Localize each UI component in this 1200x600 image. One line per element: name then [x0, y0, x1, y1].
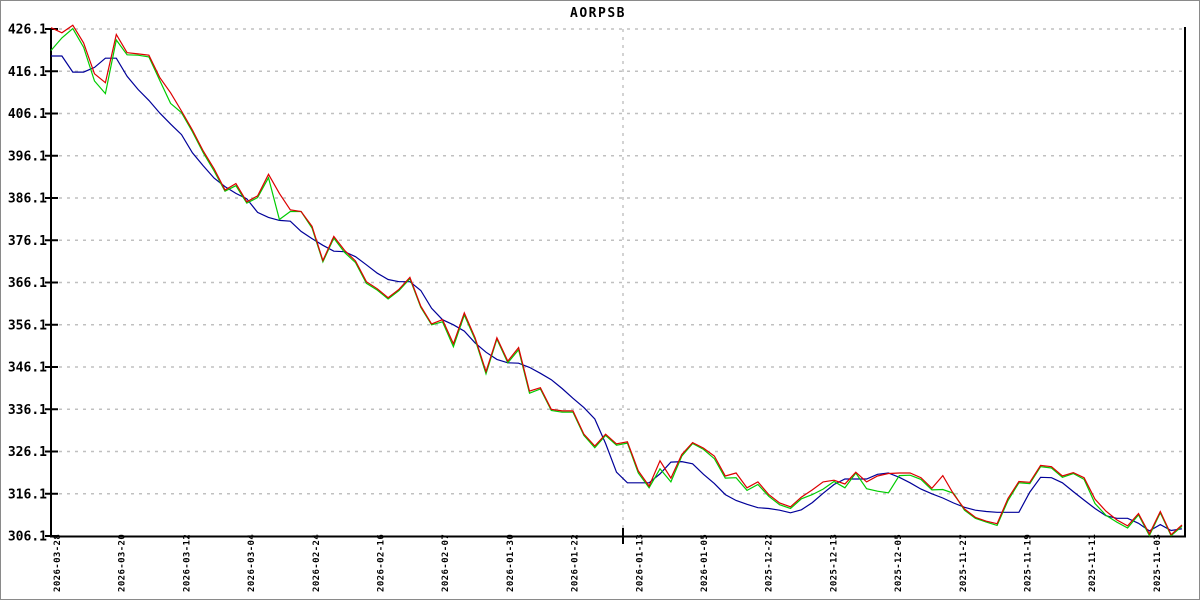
x-axis-label: 2025-11-11: [1088, 534, 1098, 592]
x-axis-label: 2026-01-05: [700, 534, 710, 592]
y-axis-label: 306.1: [8, 530, 47, 545]
y-axis-label: 396.1: [8, 149, 47, 164]
series-blue-line: [51, 55, 1183, 532]
x-axis-label: 2025-11-27: [959, 534, 969, 592]
x-axis-label: 2026-02-07: [441, 534, 451, 592]
y-axis-label: 406.1: [8, 107, 47, 122]
chart-title: AORPSB: [570, 6, 626, 21]
y-axis-label: 366.1: [8, 276, 47, 291]
x-axis-label: 2025-12-05: [894, 534, 904, 592]
y-axis-label: 376.1: [8, 234, 47, 249]
y-axis-label: 316.1: [8, 487, 47, 502]
x-axis-label: 2025-12-13: [829, 534, 839, 592]
y-axis-label: 416.1: [8, 65, 47, 80]
x-axis-label: 2026-03-28: [53, 534, 63, 592]
x-axis-label: 2025-11-03: [1153, 534, 1163, 592]
y-axis-label: 356.1: [8, 318, 47, 333]
series-layer: [50, 24, 1183, 537]
series-red-line: [50, 24, 1183, 536]
x-axis-label: 2026-03-12: [182, 534, 192, 592]
x-axis-label: 2026-01-22: [571, 534, 581, 592]
y-axis-label: 336.1: [8, 403, 47, 418]
x-axis-label: 2026-03-04: [247, 534, 257, 592]
y-axis-label: 426.1: [8, 23, 47, 38]
x-axis-label: 2025-12-22: [765, 534, 775, 592]
series-green-line: [50, 27, 1183, 537]
x-axis-label: 2026-01-30: [506, 534, 516, 592]
x-axis-label: 2026-02-16: [377, 534, 387, 592]
x-axis-label: 2025-11-19: [1024, 534, 1034, 592]
axis-layer: [45, 27, 1186, 544]
x-axis-label: 2026-02-24: [312, 534, 322, 592]
label-layer: 426.1 416.1 406.1 396.1 386.1 376.1 366.1 356.1…: [8, 23, 1163, 593]
x-axis-label: 2026-03-20: [118, 534, 128, 592]
y-axis-label: 326.1: [8, 445, 47, 460]
y-axis-label: 386.1: [8, 192, 47, 207]
grid-layer: [59, 28, 1182, 536]
y-axis-label: 346.1: [8, 361, 47, 376]
x-axis-label: 2026-01-13: [635, 534, 645, 592]
